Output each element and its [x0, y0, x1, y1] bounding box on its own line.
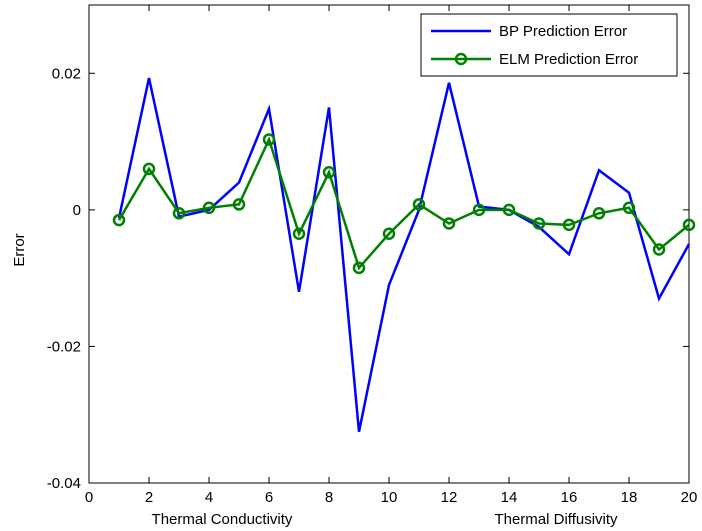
legend: BP Prediction Error ELM Prediction Error: [420, 13, 678, 77]
y-tick-label: -0.04: [47, 475, 81, 492]
legend-marker-elm: [454, 52, 468, 66]
x-tick-label: 16: [561, 489, 578, 506]
x-tick-label: 2: [145, 489, 153, 506]
x-tick-label: 8: [325, 489, 333, 506]
x-tick-label: 10: [381, 489, 398, 506]
x-tick-label: 12: [441, 489, 458, 506]
data-point-elm: [382, 227, 396, 241]
data-point-elm: [622, 201, 636, 215]
data-point-elm: [502, 203, 516, 217]
data-point-elm: [652, 243, 666, 256]
data-point-elm: [442, 217, 456, 230]
y-tick-label: 0.02: [52, 65, 81, 82]
data-point-elm: [292, 227, 306, 241]
series-layer: [112, 77, 696, 433]
data-point-elm: [322, 166, 336, 179]
x-tick-label: 4: [205, 489, 213, 506]
y-tick-label: -0.02: [47, 338, 81, 355]
data-point-elm: [352, 261, 366, 275]
data-point-elm: [472, 203, 486, 217]
y-axis-ticks: -0.04 -0.02 0 0.02: [47, 65, 689, 492]
data-point-elm: [532, 217, 546, 230]
data-point-elm: [202, 201, 216, 215]
legend-label-elm: ELM Prediction Error: [499, 51, 638, 68]
data-point-elm: [142, 162, 156, 176]
data-point-elm: [682, 218, 696, 232]
plot-area: [88, 4, 690, 484]
x-axis-ticks: 0 2 4 6 8 10 12 14 16 18 20: [85, 5, 698, 506]
legend-box: [420, 13, 678, 77]
data-point-elm: [262, 133, 276, 146]
data-point-elm: [112, 213, 126, 227]
x-axis-label-right: Thermal Diffusivity: [494, 511, 618, 528]
x-axis-label-left: Thermal Conductivity: [152, 511, 293, 528]
legend-label-bp: BP Prediction Error: [499, 23, 627, 40]
x-tick-label: 6: [265, 489, 273, 506]
y-axis-label: Error: [11, 233, 28, 266]
y-tick-label: 0: [73, 202, 81, 219]
x-tick-label: 20: [681, 489, 698, 506]
x-tick-label: 18: [621, 489, 638, 506]
data-point-elm: [592, 207, 606, 220]
data-point-elm: [172, 207, 186, 220]
data-point-elm: [232, 198, 246, 211]
data-point-elm: [412, 198, 426, 211]
x-tick-label: 14: [501, 489, 518, 506]
data-point-elm: [562, 218, 576, 232]
x-tick-label: 0: [85, 489, 93, 506]
axes-frame: [88, 4, 690, 484]
